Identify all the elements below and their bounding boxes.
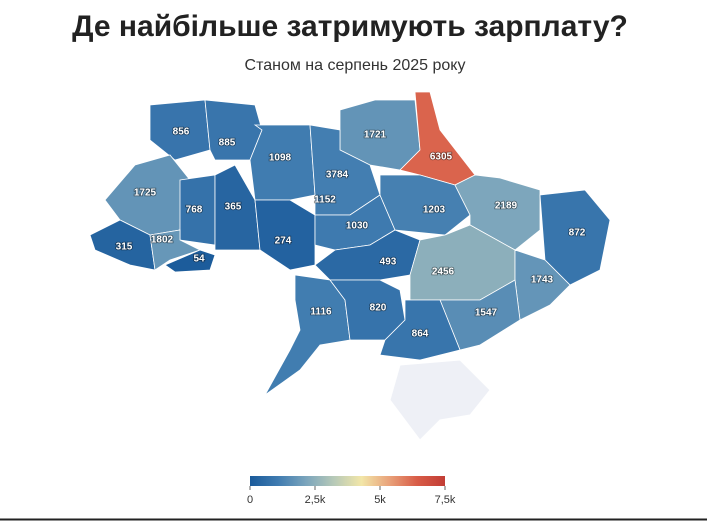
crimea	[389, 359, 491, 441]
region	[454, 174, 541, 251]
region	[149, 99, 211, 161]
value-label: 493	[380, 257, 397, 268]
colorbar-tick-label: 0	[247, 494, 253, 506]
value-label: 2456	[432, 267, 455, 278]
value-label: 768	[186, 205, 203, 216]
region	[179, 174, 216, 246]
value-label: 54	[193, 254, 205, 265]
colorbar-tick-label: 5k	[374, 494, 386, 506]
value-label: 1721	[364, 130, 387, 141]
value-label: 1802	[151, 235, 174, 246]
colorbar	[250, 476, 445, 486]
value-label: 1152	[314, 195, 336, 206]
value-label: 885	[219, 138, 236, 149]
value-label: 872	[569, 228, 586, 239]
colorbar-tick-label: 2,5k	[305, 494, 326, 506]
region	[379, 299, 461, 361]
value-label: 1743	[531, 275, 554, 286]
value-label: 1203	[423, 205, 446, 216]
value-label: 856	[173, 127, 190, 138]
colorbar-tick-label: 7,5k	[435, 494, 456, 506]
regions	[89, 91, 611, 396]
value-label: 1030	[346, 221, 369, 232]
region	[164, 249, 216, 273]
value-label: 3784	[326, 170, 349, 181]
value-label: 1725	[134, 188, 157, 199]
value-label: 6305	[430, 152, 453, 163]
value-label: 274	[275, 236, 292, 247]
chart-title: Де найбільше затримують зарплату?	[72, 10, 628, 43]
value-label: 1547	[475, 308, 498, 319]
value-label: 820	[370, 303, 387, 314]
value-label: 315	[116, 242, 133, 253]
value-label: 365	[225, 202, 242, 213]
labels: 856 885 1098 1721 6305 3784 1152 1725 768 365 315 1…	[115, 126, 587, 341]
value-label: 2189	[495, 201, 518, 212]
region	[379, 174, 471, 236]
value-label: 864	[412, 329, 429, 340]
value-label: 1116	[310, 307, 332, 318]
value-label: 1098	[269, 153, 292, 164]
region	[264, 274, 351, 396]
chart-subtitle: Станом на серпень 2025 року	[245, 57, 466, 74]
